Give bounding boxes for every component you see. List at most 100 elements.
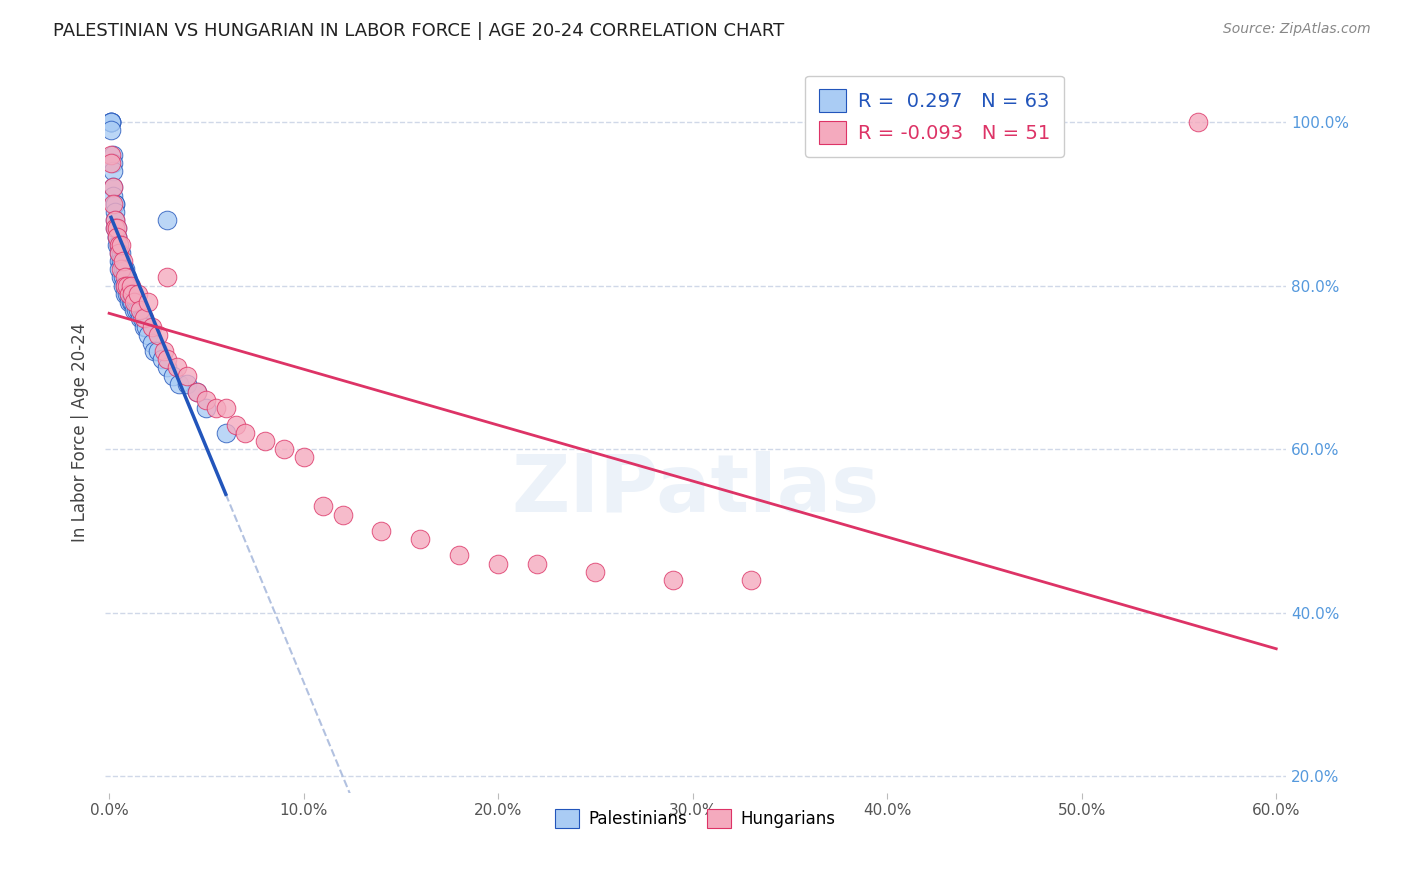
Point	[115, 278, 138, 293]
Point	[114, 286, 136, 301]
Point	[100, 115, 122, 129]
Point	[142, 344, 165, 359]
Point	[111, 262, 134, 277]
Point	[124, 286, 146, 301]
Point	[105, 229, 128, 244]
Point	[141, 335, 163, 350]
Point	[105, 229, 128, 244]
Point	[125, 295, 148, 310]
Point	[105, 221, 128, 235]
Point	[120, 278, 142, 293]
Point	[131, 311, 153, 326]
Point	[100, 156, 122, 170]
Point	[110, 262, 132, 277]
Point	[120, 295, 142, 310]
Point	[312, 500, 335, 514]
Point	[117, 295, 139, 310]
Point	[124, 303, 146, 318]
Point	[110, 237, 132, 252]
Point	[101, 188, 124, 202]
Point	[740, 573, 762, 587]
Point	[108, 254, 131, 268]
Point	[101, 180, 124, 194]
Point	[125, 303, 148, 318]
Point	[108, 262, 131, 277]
Point	[124, 295, 146, 310]
Point	[100, 115, 122, 129]
Point	[127, 303, 149, 318]
Text: ZIPatlas: ZIPatlas	[512, 451, 880, 529]
Point	[105, 229, 128, 244]
Point	[108, 237, 131, 252]
Point	[136, 295, 159, 310]
Point	[146, 327, 169, 342]
Point	[162, 368, 184, 383]
Point	[292, 450, 315, 465]
Point	[110, 270, 132, 285]
Point	[115, 270, 138, 285]
Point	[108, 246, 131, 260]
Point	[156, 360, 179, 375]
Point	[104, 213, 127, 227]
Point	[127, 286, 149, 301]
Point	[114, 262, 136, 277]
Point	[186, 384, 208, 399]
Point	[101, 164, 124, 178]
Point	[101, 147, 124, 161]
Point	[100, 123, 122, 137]
Point	[176, 368, 198, 383]
Point	[114, 278, 136, 293]
Point	[186, 384, 208, 399]
Legend: Palestinians, Hungarians: Palestinians, Hungarians	[548, 802, 842, 835]
Point	[273, 442, 295, 457]
Point	[117, 286, 139, 301]
Point	[100, 147, 122, 161]
Point	[101, 197, 124, 211]
Point	[195, 393, 218, 408]
Point	[111, 270, 134, 285]
Point	[167, 376, 190, 391]
Point	[115, 286, 138, 301]
Point	[114, 270, 136, 285]
Point	[104, 221, 127, 235]
Point	[409, 532, 432, 546]
Point	[108, 237, 131, 252]
Point	[117, 286, 139, 301]
Point	[152, 344, 174, 359]
Point	[121, 295, 143, 310]
Point	[104, 221, 127, 235]
Point	[129, 303, 152, 318]
Point	[195, 401, 218, 416]
Point	[100, 115, 122, 129]
Point	[146, 344, 169, 359]
Point	[104, 197, 127, 211]
Point	[101, 180, 124, 194]
Point	[370, 524, 392, 538]
Point	[121, 286, 143, 301]
Text: Source: ZipAtlas.com: Source: ZipAtlas.com	[1223, 22, 1371, 37]
Point	[100, 115, 122, 129]
Point	[120, 286, 142, 301]
Text: PALESTINIAN VS HUNGARIAN IN LABOR FORCE | AGE 20-24 CORRELATION CHART: PALESTINIAN VS HUNGARIAN IN LABOR FORCE …	[53, 22, 785, 40]
Point	[101, 156, 124, 170]
Point	[105, 221, 128, 235]
Point	[332, 508, 354, 522]
Point	[141, 319, 163, 334]
Point	[111, 254, 134, 268]
Point	[156, 270, 179, 285]
Point	[108, 246, 131, 260]
Point	[215, 401, 238, 416]
Point	[253, 434, 276, 448]
Point	[215, 425, 238, 440]
Point	[111, 278, 134, 293]
Point	[110, 246, 132, 260]
Point	[134, 311, 156, 326]
Point	[1187, 115, 1209, 129]
Point	[117, 278, 139, 293]
Point	[176, 376, 198, 391]
Y-axis label: In Labor Force | Age 20-24: In Labor Force | Age 20-24	[72, 323, 89, 542]
Point	[156, 213, 179, 227]
Point	[114, 278, 136, 293]
Point	[134, 319, 156, 334]
Point	[104, 205, 127, 219]
